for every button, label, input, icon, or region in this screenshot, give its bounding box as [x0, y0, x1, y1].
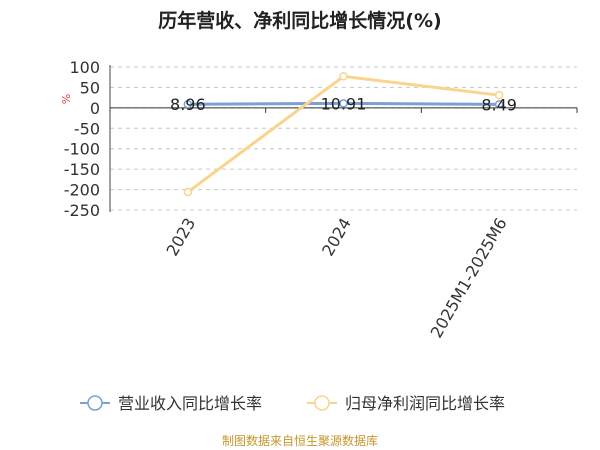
chart-title: 历年营收、净利同比增长情况(%)	[158, 10, 442, 32]
y-tick-label: 0	[90, 99, 100, 118]
series-1-point	[183, 99, 193, 109]
y-tick-label: -100	[64, 140, 100, 159]
source-note: 制图数据来自恒生聚源数据库	[221, 434, 378, 448]
y-tick-label: -50	[74, 119, 100, 138]
x-tick-label: 2025M1-2025M6	[427, 214, 511, 341]
data-label: 8.96	[170, 95, 206, 114]
data-label: 10.91	[321, 94, 367, 113]
legend-marker-1	[87, 395, 103, 411]
series-2-point	[339, 72, 348, 81]
y-tick-label: 100	[69, 58, 100, 77]
data-label: 8.49	[481, 95, 517, 114]
legend-marker-2	[314, 395, 330, 411]
series-1-point	[339, 99, 348, 108]
y-tick-label: -250	[64, 201, 100, 220]
series-1-point	[494, 100, 504, 109]
legend-label-2: 归母净利润同比增长率	[345, 394, 505, 413]
y-tick-label: 50	[80, 78, 100, 97]
y-axis-label: %	[60, 94, 73, 104]
legend-label-1: 营业收入同比增长率	[118, 394, 262, 413]
series-2-point	[494, 90, 504, 100]
series-2-point	[183, 187, 193, 197]
y-tick-label: -200	[64, 181, 100, 200]
y-tick-label: -150	[64, 160, 100, 179]
x-tick-label: 2024	[318, 215, 355, 260]
x-tick-label: 2023	[162, 215, 199, 260]
